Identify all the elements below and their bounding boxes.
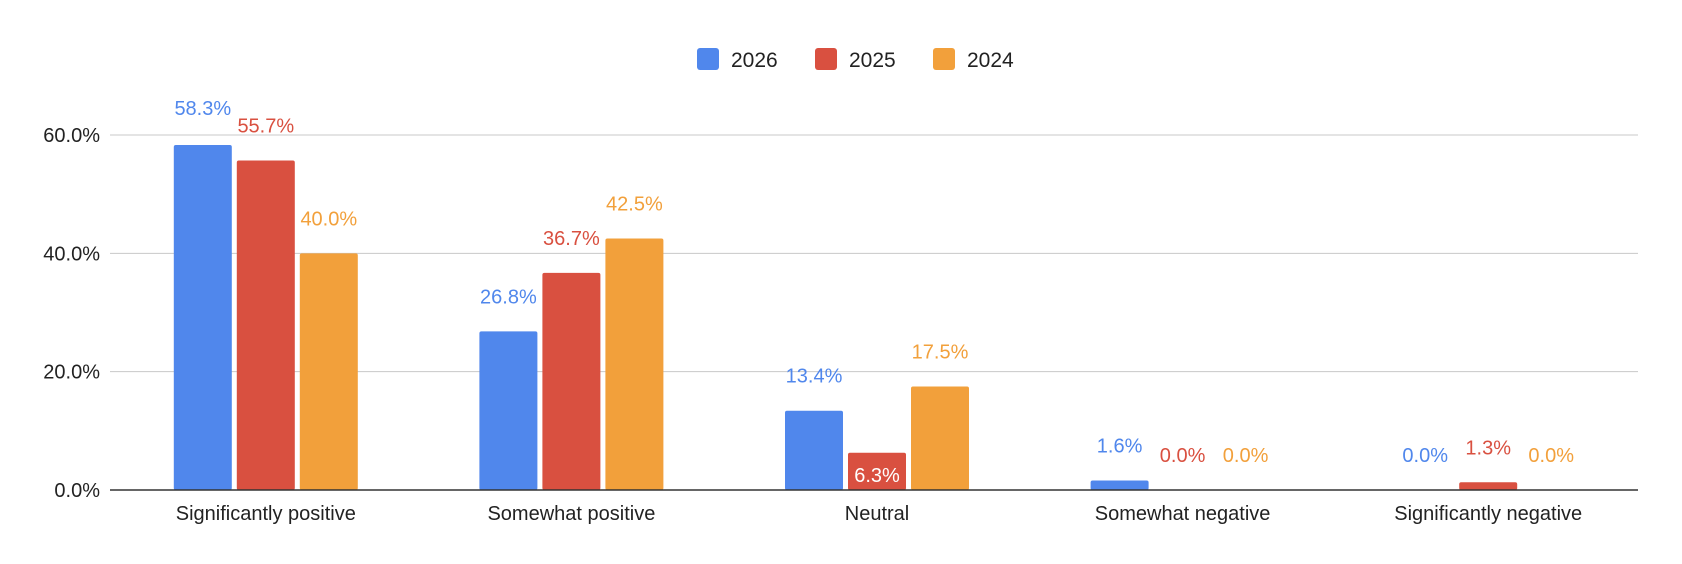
data-label: 36.7% [543, 228, 600, 250]
legend-swatch-2025 [815, 48, 837, 70]
legend-swatch-2026 [697, 48, 719, 70]
data-labels: 58.3% 55.7% 40.0% 26.8% 36.7% 42.5% 13.4% 6.3% 1… [174, 98, 1574, 487]
y-tick-label: 0.0% [54, 480, 100, 502]
x-category-label: Significantly negative [1394, 503, 1582, 525]
legend-label: 2024 [967, 49, 1014, 72]
bar-2024-1 [605, 238, 664, 490]
legend-swatch-2024 [933, 48, 955, 70]
data-label: 0.0% [1160, 445, 1206, 467]
data-label: 0.0% [1223, 445, 1269, 467]
bar-2025-0 [236, 160, 295, 491]
bar-2026-0 [173, 145, 232, 490]
legend-label: 2026 [731, 49, 778, 72]
y-tick-label: 60.0% [43, 125, 100, 147]
bar-2024-2 [911, 386, 969, 490]
legend: 2026 2025 2024 [697, 48, 1014, 72]
gridlines [110, 134, 1638, 373]
data-label: 26.8% [480, 286, 537, 308]
data-label: 0.0% [1528, 445, 1574, 467]
data-label: 13.4% [786, 366, 843, 388]
data-label: 55.7% [237, 115, 294, 137]
data-label: 42.5% [606, 194, 663, 216]
x-axis-categories: Significantly positive Somewhat positive N… [176, 503, 1582, 525]
bar-2025-4 [1459, 482, 1518, 490]
data-label: 1.6% [1097, 436, 1143, 458]
data-label: 1.3% [1465, 437, 1511, 459]
data-label: 17.5% [912, 341, 969, 363]
data-label: 6.3% [854, 465, 900, 487]
x-category-label: Neutral [845, 503, 909, 525]
y-tick-label: 40.0% [43, 243, 100, 265]
x-category-label: Somewhat negative [1095, 503, 1271, 525]
data-label: 0.0% [1402, 445, 1448, 467]
bar-2025-1 [542, 272, 601, 490]
x-category-label: Significantly positive [176, 503, 356, 525]
bar-2026-3 [1090, 480, 1149, 490]
x-category-label: Somewhat positive [487, 503, 655, 525]
y-tick-label: 20.0% [43, 362, 100, 384]
bars [173, 145, 1518, 491]
bar-2024-0 [299, 253, 358, 490]
bar-2025-2 [848, 452, 906, 490]
y-axis-ticks: 0.0% 20.0% 40.0% 60.0% [43, 125, 100, 502]
data-label: 58.3% [174, 98, 231, 120]
bar-2026-2 [785, 410, 843, 490]
legend-label: 2025 [849, 49, 896, 72]
data-label: 40.0% [300, 208, 357, 230]
bar-2026-1 [479, 331, 538, 490]
